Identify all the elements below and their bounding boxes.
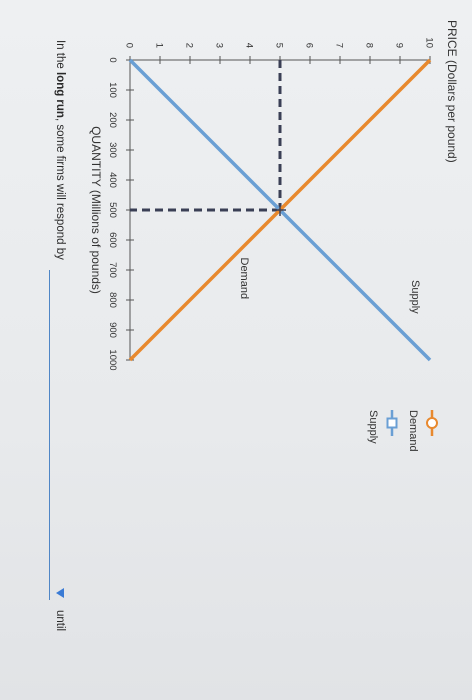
series-layer: [128, 58, 432, 362]
question-prefix: In the: [54, 40, 66, 72]
supply-demand-chart: 0 1 2 3 4 5 6 7 8 9 100100200300400500600700800900…: [89, 20, 459, 452]
y-tick-label: 9: [394, 43, 405, 48]
y-tick-label: 4: [244, 43, 255, 48]
y-tick-label: 8: [364, 43, 375, 48]
legend-item-supply[interactable]: Supply: [367, 410, 398, 444]
legend-square-marker-icon: [386, 417, 398, 429]
y-tick-label: 3: [214, 43, 225, 48]
answer-dropdown-1[interactable]: [49, 270, 68, 600]
x-axis-title: QUANTITY (Millions of pounds): [89, 126, 103, 294]
question-emphasis: long run: [54, 71, 66, 118]
x-tick-label: 500: [107, 202, 118, 218]
y-tick-label: 0: [124, 43, 135, 48]
x-tick-label: 1000: [107, 349, 118, 370]
legend-item-demand[interactable]: Demand: [407, 410, 438, 452]
y-tick-label: 6: [304, 43, 315, 48]
supply-curve-label: Supply: [409, 280, 421, 314]
demand-curve-label: Demand: [238, 258, 250, 300]
question-text: In the long run, some firms will respond…: [54, 40, 66, 260]
question-trailing-text: until: [54, 610, 66, 632]
question-row: In the long run, some firms will respond…: [32, 0, 72, 700]
y-axis-title: PRICE (Dollars per pound): [445, 20, 459, 163]
y-tick-label: 1: [154, 43, 165, 48]
dropdown-caret-icon: [56, 588, 64, 598]
x-tick-label: 700: [107, 262, 118, 278]
label-layer: 0 1 2 3 4 5 6 7 8 9 100100200300400500600700800900…: [89, 20, 459, 371]
y-tick-label: 10: [424, 37, 435, 48]
legend-label: Supply: [367, 410, 379, 444]
question-suffix: , some firms will respond by: [54, 117, 66, 260]
y-tick-label: 5: [274, 43, 285, 48]
legend-label: Demand: [407, 410, 419, 452]
x-tick-label: 400: [107, 172, 118, 188]
legend[interactable]: Demand Supply: [367, 410, 438, 452]
x-tick-label: 300: [107, 142, 118, 158]
x-tick-label: 200: [107, 112, 118, 128]
x-tick-label: 800: [107, 292, 118, 308]
x-tick-label: 100: [107, 82, 118, 98]
x-tick-label: 900: [107, 322, 118, 338]
y-tick-label: 2: [184, 43, 195, 48]
x-tick-label: 600: [107, 232, 118, 248]
y-tick-label: 7: [334, 43, 345, 48]
legend-circle-marker-icon: [426, 417, 438, 429]
x-tick-label: 0: [107, 57, 118, 62]
